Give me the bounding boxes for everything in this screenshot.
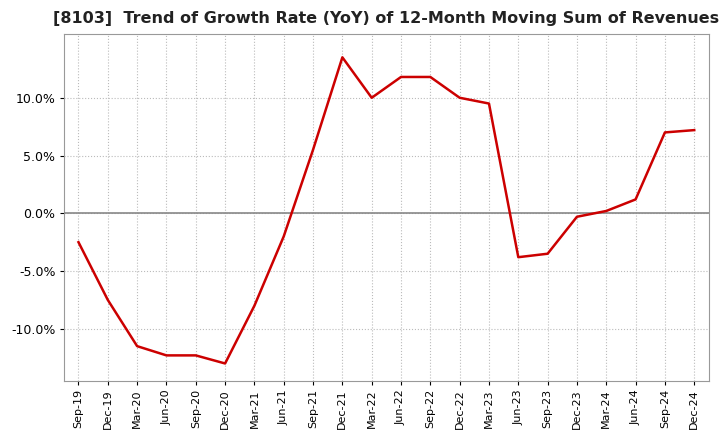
Title: [8103]  Trend of Growth Rate (YoY) of 12-Month Moving Sum of Revenues: [8103] Trend of Growth Rate (YoY) of 12-… [53,11,719,26]
